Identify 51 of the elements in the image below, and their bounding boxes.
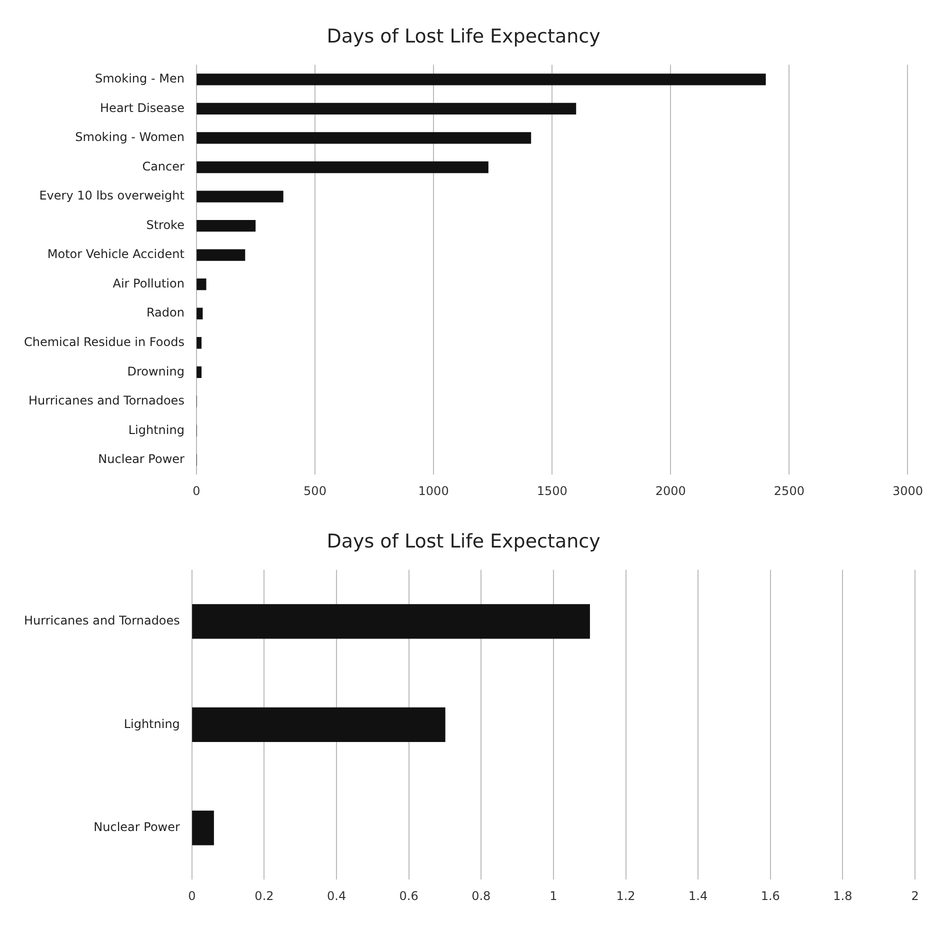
bar (196, 102, 576, 115)
y-tick-label: Stroke (146, 218, 184, 232)
bar (196, 132, 532, 144)
y-tick-label: Lightning (124, 716, 180, 731)
bar (196, 190, 284, 202)
y-tick-label: Nuclear Power (94, 820, 180, 834)
x-tick-label: 0 (188, 888, 196, 903)
bar (196, 249, 246, 261)
chart-title: Days of Lost Life Expectancy (326, 530, 600, 552)
bar (192, 810, 214, 846)
bar (192, 707, 446, 742)
x-tick-label: 1000 (418, 484, 449, 498)
x-tick-label: 2000 (655, 484, 686, 498)
x-tick-label: 1.2 (616, 888, 636, 903)
bar (196, 337, 202, 349)
x-tick-label: 3000 (892, 484, 924, 498)
y-tick-label: Hurricanes and Tornadoes (28, 394, 184, 408)
x-tick-label: 1.6 (760, 888, 780, 903)
y-tick-label: Cancer (142, 159, 185, 174)
y-tick-label: Chemical Residue in Foods (24, 335, 184, 350)
y-tick-label: Smoking - Men (94, 72, 184, 86)
y-tick-label: Motor Vehicle Accident (47, 247, 185, 262)
y-tick-label: Heart Disease (100, 100, 184, 115)
y-tick-label: Radon (146, 306, 184, 320)
x-tick-label: 2 (911, 888, 919, 903)
y-tick-label: Lightning (128, 422, 184, 437)
bar (196, 161, 488, 174)
chart-title: Days of Lost Life Expectancy (326, 25, 600, 48)
x-tick-label: 0.8 (472, 888, 491, 903)
bar (196, 278, 206, 290)
x-tick-label: 2500 (774, 484, 804, 498)
x-tick-label: 0 (192, 484, 200, 498)
bar (196, 220, 256, 232)
x-tick-label: 1.4 (688, 888, 708, 903)
x-tick-label: 500 (304, 484, 326, 498)
y-tick-label: Hurricanes and Tornadoes (24, 614, 180, 628)
x-tick-label: 1500 (536, 484, 568, 498)
bar (196, 366, 202, 378)
x-tick-label: 1 (550, 888, 558, 903)
y-tick-label: Drowning (127, 364, 184, 378)
y-tick-label: Every 10 lbs overweight (39, 188, 185, 203)
x-tick-label: 0.4 (326, 888, 346, 903)
bar (196, 308, 203, 320)
x-tick-label: 0.2 (254, 888, 274, 903)
x-tick-label: 0.6 (399, 888, 418, 903)
y-tick-label: Air Pollution (112, 276, 184, 290)
y-tick-label: Nuclear Power (98, 452, 185, 466)
y-tick-label: Smoking - Women (75, 130, 184, 144)
bar (196, 74, 766, 86)
x-tick-label: 1.8 (833, 888, 852, 903)
bar (192, 604, 590, 639)
